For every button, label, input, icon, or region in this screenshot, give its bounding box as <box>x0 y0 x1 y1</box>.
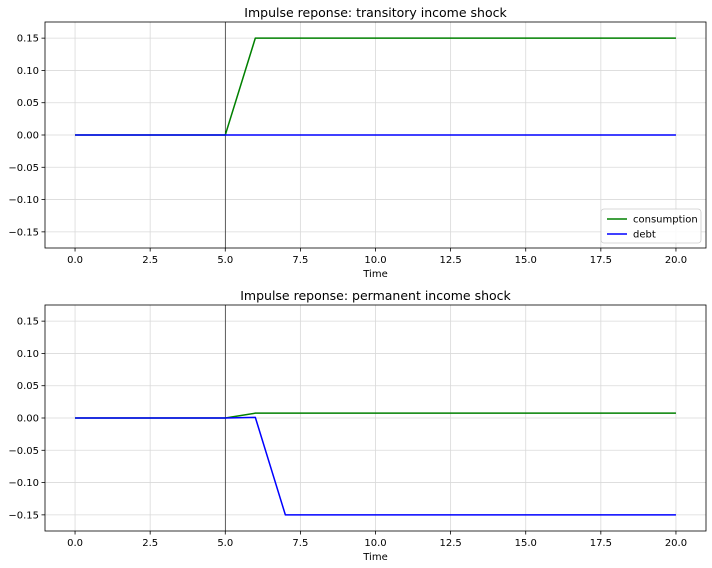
x-tick-label: 17.5 <box>590 255 612 266</box>
legend-label-debt: debt <box>633 230 656 241</box>
y-tick-label: −0.10 <box>8 195 39 206</box>
x-tick-label: 20.0 <box>665 255 687 266</box>
series-line-debt <box>75 416 676 516</box>
y-tick-label: 0.15 <box>17 34 39 45</box>
y-tick-label: 0.05 <box>17 381 39 392</box>
y-tick-label: −0.10 <box>8 478 39 489</box>
y-tick-label: −0.15 <box>8 510 39 521</box>
y-tick-label: −0.15 <box>8 227 39 238</box>
x-tick-label: 12.5 <box>439 538 461 549</box>
chart-panel-2: 0.0 2.5 5.0 7.5 10.0 12.5 15.0 17.5 20.0 −0.15 −0.… <box>8 288 707 563</box>
x-tick-label: 0.0 <box>67 255 83 266</box>
y-tick-label: 0.00 <box>17 131 39 142</box>
y-tick-label: −0.05 <box>8 446 39 457</box>
x-tick-label: 15.0 <box>515 255 537 266</box>
y-tick-label: 0.10 <box>17 66 39 77</box>
chart-title: Impulse reponse: transitory income shock <box>244 5 507 20</box>
x-tick-label: 15.0 <box>515 538 537 549</box>
x-tick-label: 12.5 <box>439 255 461 266</box>
y-tick-label: 0.05 <box>17 98 39 109</box>
y-tick-label: 0.15 <box>17 317 39 328</box>
chart-panel-1: 0.0 2.5 5.0 7.5 10.0 12.5 15.0 17.5 20.0 −0.15 −0.… <box>8 5 707 280</box>
x-tick-label: 0.0 <box>67 538 83 549</box>
x-tick-label: 10.0 <box>364 255 386 266</box>
x-tick-label: 20.0 <box>665 538 687 549</box>
y-tick-label: 0.10 <box>17 349 39 360</box>
x-tick-label: 5.0 <box>217 538 233 549</box>
x-tick-label: 2.5 <box>142 255 158 266</box>
y-tick-label: 0.00 <box>17 414 39 425</box>
x-tick-label: 2.5 <box>142 538 158 549</box>
x-axis-label: Time <box>362 552 387 563</box>
x-tick-label: 10.0 <box>364 538 386 549</box>
x-tick-label: 7.5 <box>292 255 308 266</box>
legend-label-consumption: consumption <box>633 215 698 226</box>
chart-title: Impulse reponse: permanent income shock <box>240 288 511 303</box>
legend: consumption debt <box>600 208 702 244</box>
y-tick-label: −0.05 <box>8 163 39 174</box>
x-tick-label: 7.5 <box>292 538 308 549</box>
x-axis-label: Time <box>362 269 387 280</box>
x-tick-label: 17.5 <box>590 538 612 549</box>
x-tick-label: 5.0 <box>217 255 233 266</box>
